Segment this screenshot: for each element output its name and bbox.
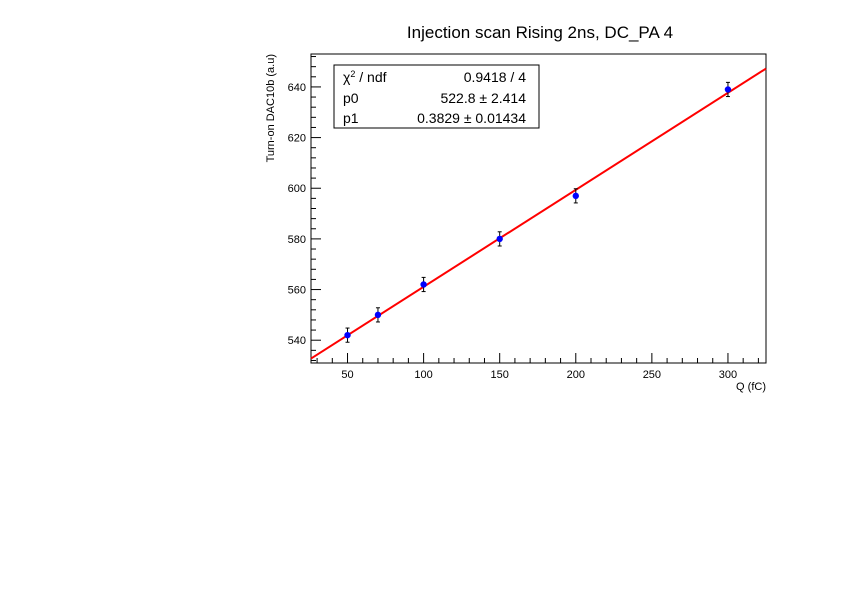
x-tick-label: 100 (414, 369, 432, 381)
y-tick-label: 640 (288, 82, 306, 94)
stats-box: χ2 / ndf 0.9418 / 4 p0 522.8 ± 2.414 p1 … (333, 64, 540, 129)
data-point (344, 331, 351, 339)
data-point (420, 281, 427, 288)
x-tick-label: 250 (643, 369, 661, 381)
x-tick-label: 50 (341, 369, 353, 381)
y-tick-label: 560 (288, 285, 306, 297)
y-tick-label: 540 (288, 335, 306, 347)
data-point (374, 311, 382, 319)
chart-title: Injection scan Rising 2ns, DC_PA 4 (407, 23, 673, 42)
y-tick-label: 600 (288, 183, 306, 195)
stats-p1-label: p1 (343, 110, 359, 126)
x-axis-title: Q (fC) (736, 381, 766, 393)
x-tick-label: 300 (719, 369, 737, 381)
stats-chi2-value: 0.9418 / 4 (464, 69, 526, 85)
stats-box-frame (333, 64, 540, 129)
y-axis-title: Turn-on DAC10b (a.u) (265, 54, 277, 162)
y-tick-label: 620 (288, 133, 306, 145)
y-tick-label: 580 (288, 234, 306, 246)
stats-p0-label: p0 (343, 90, 359, 106)
stats-chi2-label: χ2 / ndf (343, 69, 387, 85)
data-point (572, 192, 579, 200)
data-point (724, 86, 732, 93)
data-point (496, 235, 503, 243)
fit-line (310, 67, 767, 360)
x-tick-label: 150 (491, 369, 509, 381)
stats-p0-value: 522.8 ± 2.414 (440, 90, 526, 106)
x-tick-label: 200 (567, 369, 585, 381)
stats-p1-value: 0.3829 ± 0.01434 (417, 110, 526, 126)
